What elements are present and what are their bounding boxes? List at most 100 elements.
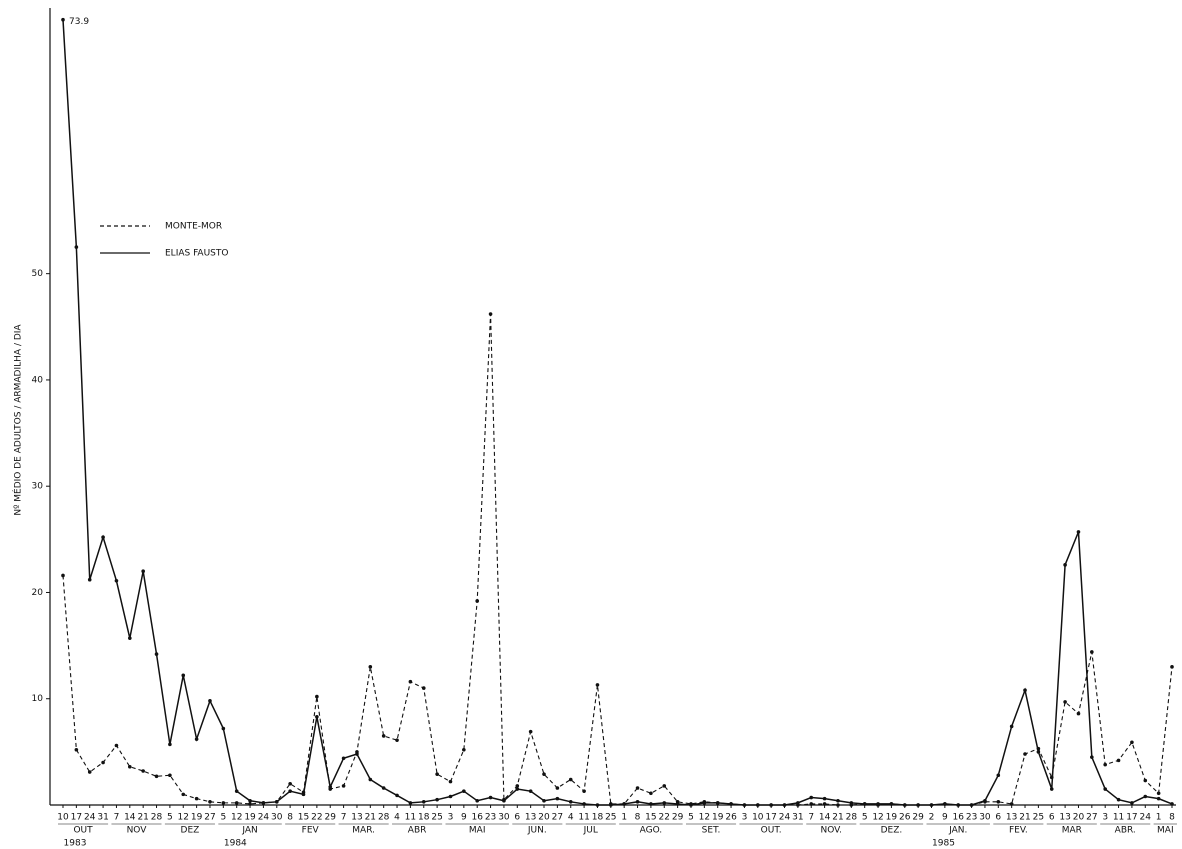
- data-point: [876, 802, 880, 806]
- data-point: [221, 726, 226, 731]
- y-tick-label: 10: [32, 694, 44, 704]
- data-point: [168, 773, 172, 778]
- x-tick-label: 7: [808, 813, 814, 823]
- data-point: [194, 796, 199, 801]
- data-point: [168, 742, 172, 747]
- month-label: MAR: [1062, 826, 1082, 836]
- data-point: [74, 747, 79, 752]
- data-point: [729, 802, 733, 806]
- data-point: [1130, 740, 1134, 745]
- x-tick-label: 18: [418, 813, 430, 823]
- data-point: [114, 578, 119, 583]
- month-label: JAN: [241, 826, 257, 836]
- x-tick-label: 20: [538, 813, 550, 823]
- y-axis-label: Nº MÉDIO DE ADULTOS / ARMADILHA / DIA: [12, 324, 24, 516]
- month-label: ABR.: [1115, 826, 1136, 836]
- data-point: [568, 800, 573, 804]
- x-tick-label: 25: [431, 813, 442, 823]
- data-point: [421, 686, 426, 690]
- x-tick-label: 14: [124, 813, 136, 823]
- x-tick-label: 13: [525, 813, 536, 823]
- x-tick-label: 28: [151, 813, 163, 823]
- x-tick-label: 27: [552, 813, 563, 823]
- data-point: [315, 714, 319, 719]
- data-point: [475, 798, 480, 803]
- x-tick-label: 21: [1019, 813, 1030, 823]
- x-tick-label: 21: [137, 813, 148, 823]
- x-tick-label: 30: [498, 813, 510, 823]
- data-point: [194, 737, 199, 741]
- data-point: [328, 785, 333, 789]
- x-tick-label: 19: [244, 813, 256, 823]
- data-point: [796, 801, 800, 805]
- x-tick-label: 4: [568, 813, 574, 823]
- data-point: [715, 801, 720, 805]
- x-tick-label: 30: [979, 813, 991, 823]
- data-point: [996, 773, 1001, 778]
- data-point: [502, 798, 506, 803]
- data-point: [154, 774, 159, 779]
- data-point: [595, 683, 600, 687]
- x-tick-label: 1: [1156, 813, 1162, 823]
- x-tick-label: 17: [71, 813, 82, 823]
- x-tick-label: 6: [1049, 813, 1055, 823]
- x-tick-label: 24: [779, 813, 791, 823]
- x-tick-label: 3: [1102, 813, 1108, 823]
- data-point: [1009, 802, 1014, 806]
- month-label: OUT.: [761, 826, 782, 836]
- data-point: [635, 786, 640, 790]
- year-label: 1983: [64, 839, 87, 849]
- x-tick-label: 10: [57, 813, 69, 823]
- x-tick-label: 17: [1126, 813, 1137, 823]
- x-tick-label: 25: [1033, 813, 1044, 823]
- x-tick-label: 15: [645, 813, 656, 823]
- x-tick-label: 9: [942, 813, 948, 823]
- x-tick-label: 3: [742, 813, 748, 823]
- data-point: [154, 652, 159, 656]
- data-point: [408, 679, 413, 684]
- x-tick-label: 5: [862, 813, 868, 823]
- data-point: [769, 803, 773, 807]
- data-point: [1116, 797, 1121, 802]
- x-tick-label: 16: [952, 813, 964, 823]
- month-label: OUT: [73, 826, 93, 836]
- data-point: [822, 796, 827, 801]
- data-point: [435, 797, 439, 802]
- data-point: [395, 738, 399, 742]
- data-point: [649, 791, 653, 796]
- month-label: SET.: [702, 826, 721, 836]
- data-point: [568, 777, 573, 782]
- data-point: [315, 694, 319, 699]
- x-tick-label: 8: [635, 813, 641, 823]
- x-tick-label: 8: [1169, 813, 1175, 823]
- data-point: [61, 573, 65, 578]
- month-label: NOV.: [821, 826, 843, 836]
- data-point: [542, 772, 546, 776]
- legend-label: MONTE-MOR: [165, 222, 222, 232]
- data-point: [462, 789, 466, 793]
- data-point: [836, 798, 840, 803]
- data-point: [582, 802, 586, 806]
- x-tick-label: 13: [1006, 813, 1017, 823]
- data-point: [662, 784, 667, 788]
- data-point: [114, 743, 119, 748]
- data-point: [261, 801, 266, 805]
- series-line: [62, 19, 1173, 806]
- data-point: [448, 779, 453, 784]
- data-point: [1090, 650, 1094, 654]
- data-point: [248, 798, 252, 803]
- month-label: JUN.: [527, 826, 547, 836]
- x-tick-label: 8: [287, 813, 293, 823]
- x-tick-label: 5: [688, 813, 694, 823]
- x-tick-label: 12: [178, 813, 189, 823]
- x-tick-label: 21: [832, 813, 843, 823]
- data-point: [101, 760, 105, 765]
- series-line: [62, 314, 1173, 806]
- data-point: [234, 801, 239, 805]
- month-label: FEV.: [1009, 826, 1028, 836]
- data-point: [1116, 758, 1121, 763]
- data-point: [301, 792, 306, 797]
- month-label: JUL: [583, 826, 598, 836]
- x-tick-label: 23: [966, 813, 977, 823]
- data-point: [1049, 787, 1054, 791]
